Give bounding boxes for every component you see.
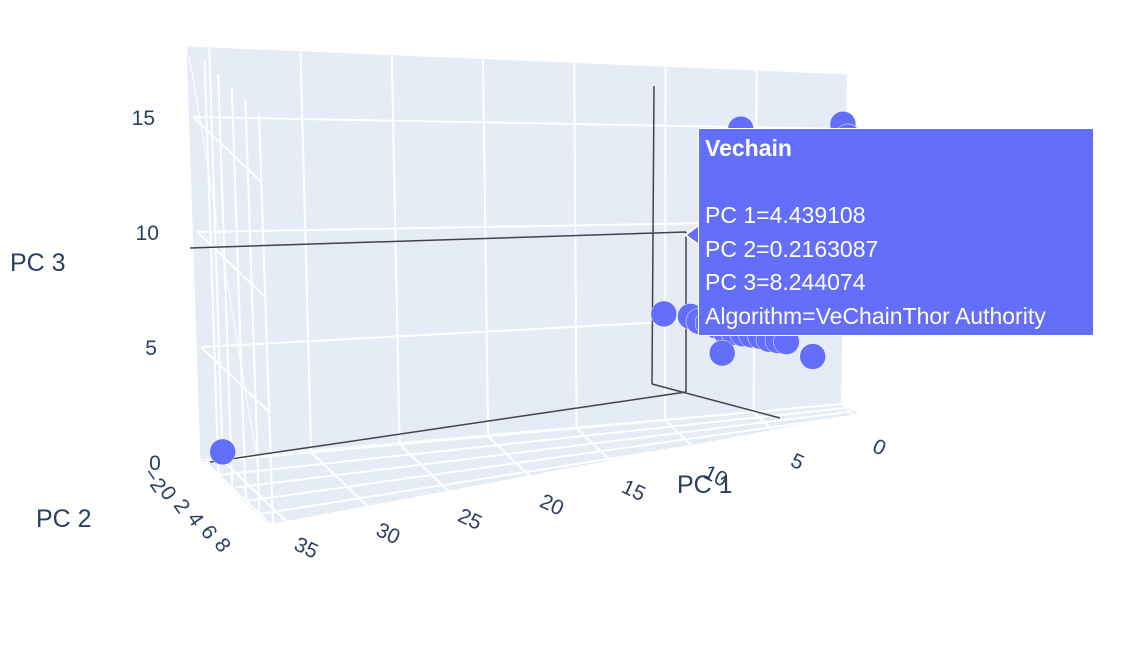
x-gridline-back [299, 52, 313, 453]
x-tick-label: 30 [373, 519, 404, 550]
x-gridline-floor [487, 435, 536, 482]
y-gridline-side [217, 73, 234, 489]
tooltip-spacer [705, 166, 1093, 200]
z-tick-label: 10 [136, 222, 159, 245]
z-gridline-side [200, 346, 270, 413]
tooltip-pc2: PC 2=0.2163087 [705, 235, 879, 262]
tooltip-algorithm: Algorithm=VeChainThor Authority [705, 302, 1046, 329]
tooltip-pc1: PC 1=4.439108 [705, 202, 866, 228]
y-gridline-floor [232, 410, 851, 489]
z-gridline-side [204, 461, 274, 528]
tooltip-pc3: PC 3=8.244074 [705, 269, 866, 295]
x-axis-title: PC 1 [677, 471, 733, 499]
data-point[interactable] [650, 300, 678, 328]
x-gridline-back [390, 55, 401, 445]
x-gridline-floor [310, 451, 372, 511]
x-tick-label: 20 [536, 490, 567, 521]
x-gridline-back [573, 63, 578, 429]
x-tick-label: 25 [454, 504, 485, 535]
hover-tooltip: Vechain PC 1=4.439108 PC 2=0.2163087 PC … [698, 128, 1094, 336]
z-gridline-side [196, 231, 266, 298]
z-tick-label: 15 [132, 107, 155, 130]
x-gridline-back [482, 59, 490, 437]
x-gridline-floor [575, 427, 618, 468]
data-point[interactable] [209, 438, 236, 466]
y-tick-label: 8 [210, 534, 236, 557]
x-tick-label: 0 [869, 435, 889, 461]
y-axis-title: PC 2 [36, 505, 92, 533]
y-gridline-side [230, 86, 247, 502]
y-gridline-side [244, 99, 261, 515]
x-gridline-floor [398, 443, 454, 497]
hover-spikelines [189, 85, 781, 463]
y-gridline-side [258, 112, 274, 528]
x-gridline-floor [664, 419, 700, 453]
data-point[interactable] [799, 343, 826, 370]
z-axis-title: PC 3 [10, 249, 66, 277]
tooltip-title: Vechain [705, 135, 792, 161]
x-tick-label: 35 [291, 533, 322, 564]
x-gridline-floor [222, 459, 291, 525]
z-tick-label: 5 [145, 337, 157, 360]
x-tick-label: 15 [618, 475, 649, 506]
y-gridline-floor [259, 418, 859, 515]
y-gridline-floor [245, 414, 855, 502]
tooltip-pointer-fill [687, 226, 699, 244]
y-gridline-floor [218, 406, 847, 476]
x-gridline-back [208, 48, 224, 461]
z-gridline-side [192, 116, 263, 183]
y-gridline-floor [272, 422, 863, 528]
z-tick-label: 0 [149, 452, 161, 475]
x-tick-label: 5 [787, 449, 807, 475]
data-point[interactable] [708, 339, 736, 367]
y-gridline-side [203, 60, 220, 476]
